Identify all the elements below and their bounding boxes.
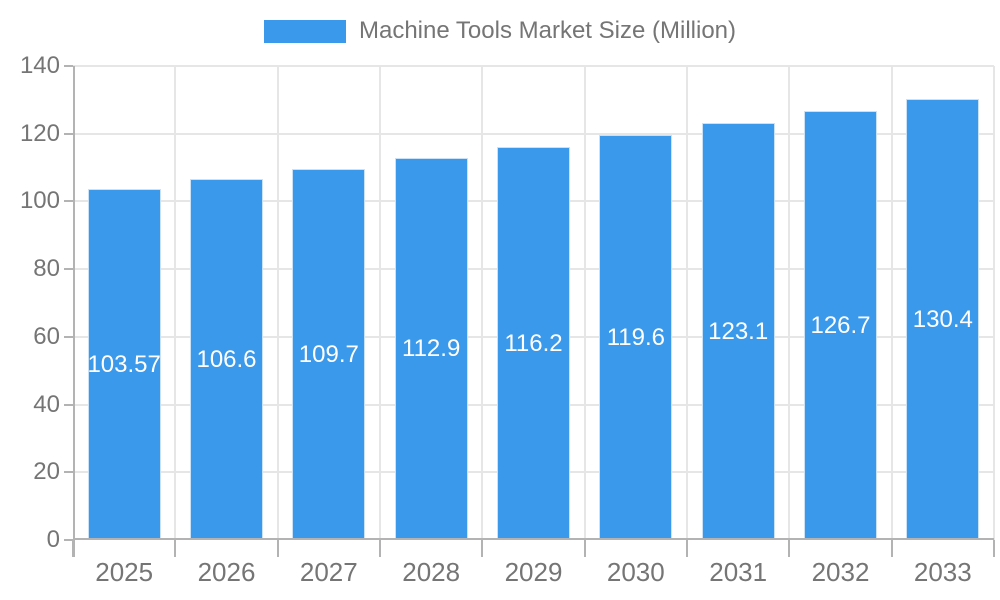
bar-2029[interactable]: 116.2	[497, 146, 570, 540]
y-axis-tick	[64, 539, 73, 541]
bar-2030[interactable]: 119.6	[599, 135, 673, 540]
x-axis-label: 2032	[811, 557, 870, 587]
x-axis-label: 2027	[299, 557, 358, 587]
gridline-vertical	[583, 66, 586, 540]
bar-value-label: 106.6	[196, 346, 257, 374]
legend-label: Machine Tools Market Size (Million)	[358, 17, 736, 44]
x-axis-tick	[174, 540, 177, 557]
x-axis-tick	[993, 540, 995, 557]
gridline-vertical	[993, 66, 995, 540]
gridline-vertical	[890, 66, 893, 540]
x-axis-label: 2025	[95, 557, 154, 587]
x-axis-tick	[890, 540, 893, 557]
x-axis-tick	[379, 540, 381, 557]
plot-area: 103.57 106.6 109.7 112.9 116.2 119.6 123.1 126.…	[64, 65, 995, 557]
x-axis-label: 2030	[606, 557, 665, 587]
legend-item[interactable]: Machine Tools Market Size (Million)	[0, 17, 1000, 44]
bar-value-label: 103.57	[87, 351, 161, 379]
y-axis-tick	[64, 65, 73, 67]
x-axis-tick	[481, 540, 484, 557]
gridline-horizontal	[73, 132, 994, 135]
x-axis-tick	[788, 540, 791, 557]
bar-2033[interactable]: 130.4	[906, 98, 980, 540]
y-axis-tick	[64, 471, 73, 474]
x-axis-tick	[686, 540, 688, 557]
bar-value-label: 109.7	[298, 340, 359, 368]
x-axis-label: 2029	[504, 557, 563, 587]
bar-2026[interactable]: 106.6	[190, 179, 263, 540]
y-axis-label: 140	[19, 52, 60, 79]
y-axis-tick	[64, 335, 73, 338]
y-axis-label: 0	[46, 526, 60, 553]
bar-2031[interactable]: 123.1	[701, 123, 775, 540]
y-axis-tick	[64, 268, 73, 271]
y-axis-label: 120	[19, 119, 60, 147]
legend-swatch	[263, 19, 346, 43]
bar-value-label: 126.7	[810, 312, 871, 340]
x-axis-label: 2031	[709, 557, 768, 587]
y-axis-label: 20	[33, 458, 60, 486]
x-axis-label: 2028	[402, 557, 461, 587]
y-axis-line	[73, 66, 75, 557]
gridline-vertical	[686, 66, 688, 540]
gridline-vertical	[481, 66, 484, 540]
y-axis-tick	[64, 200, 73, 203]
y-axis-tick	[64, 403, 73, 406]
y-axis-label: 100	[19, 187, 60, 215]
bar-value-label: 112.9	[402, 335, 461, 363]
gridline-vertical	[174, 66, 177, 540]
gridline-horizontal	[73, 65, 994, 67]
bar-2025[interactable]: 103.57	[87, 189, 161, 540]
x-axis-tick	[583, 540, 586, 557]
x-axis-label: 2033	[913, 557, 972, 587]
bar-value-label: 130.4	[912, 305, 973, 333]
x-axis-label: 2026	[197, 557, 256, 587]
x-axis-tick	[276, 540, 279, 557]
bar-2032[interactable]: 126.7	[804, 111, 877, 540]
bar-value-label: 116.2	[504, 329, 563, 357]
y-axis-tick	[64, 132, 73, 135]
y-axis-label: 80	[33, 255, 60, 283]
gridline-vertical	[276, 66, 279, 540]
y-axis-label: 40	[33, 390, 60, 418]
bar-value-label: 123.1	[708, 318, 769, 346]
gridline-vertical	[788, 66, 791, 540]
x-axis-line	[73, 538, 994, 540]
y-axis-label: 60	[33, 322, 60, 350]
bar-2028[interactable]: 112.9	[394, 157, 468, 540]
bar-value-label: 119.6	[606, 324, 665, 352]
gridline-vertical	[379, 66, 381, 540]
bar-2027[interactable]: 109.7	[292, 168, 366, 540]
